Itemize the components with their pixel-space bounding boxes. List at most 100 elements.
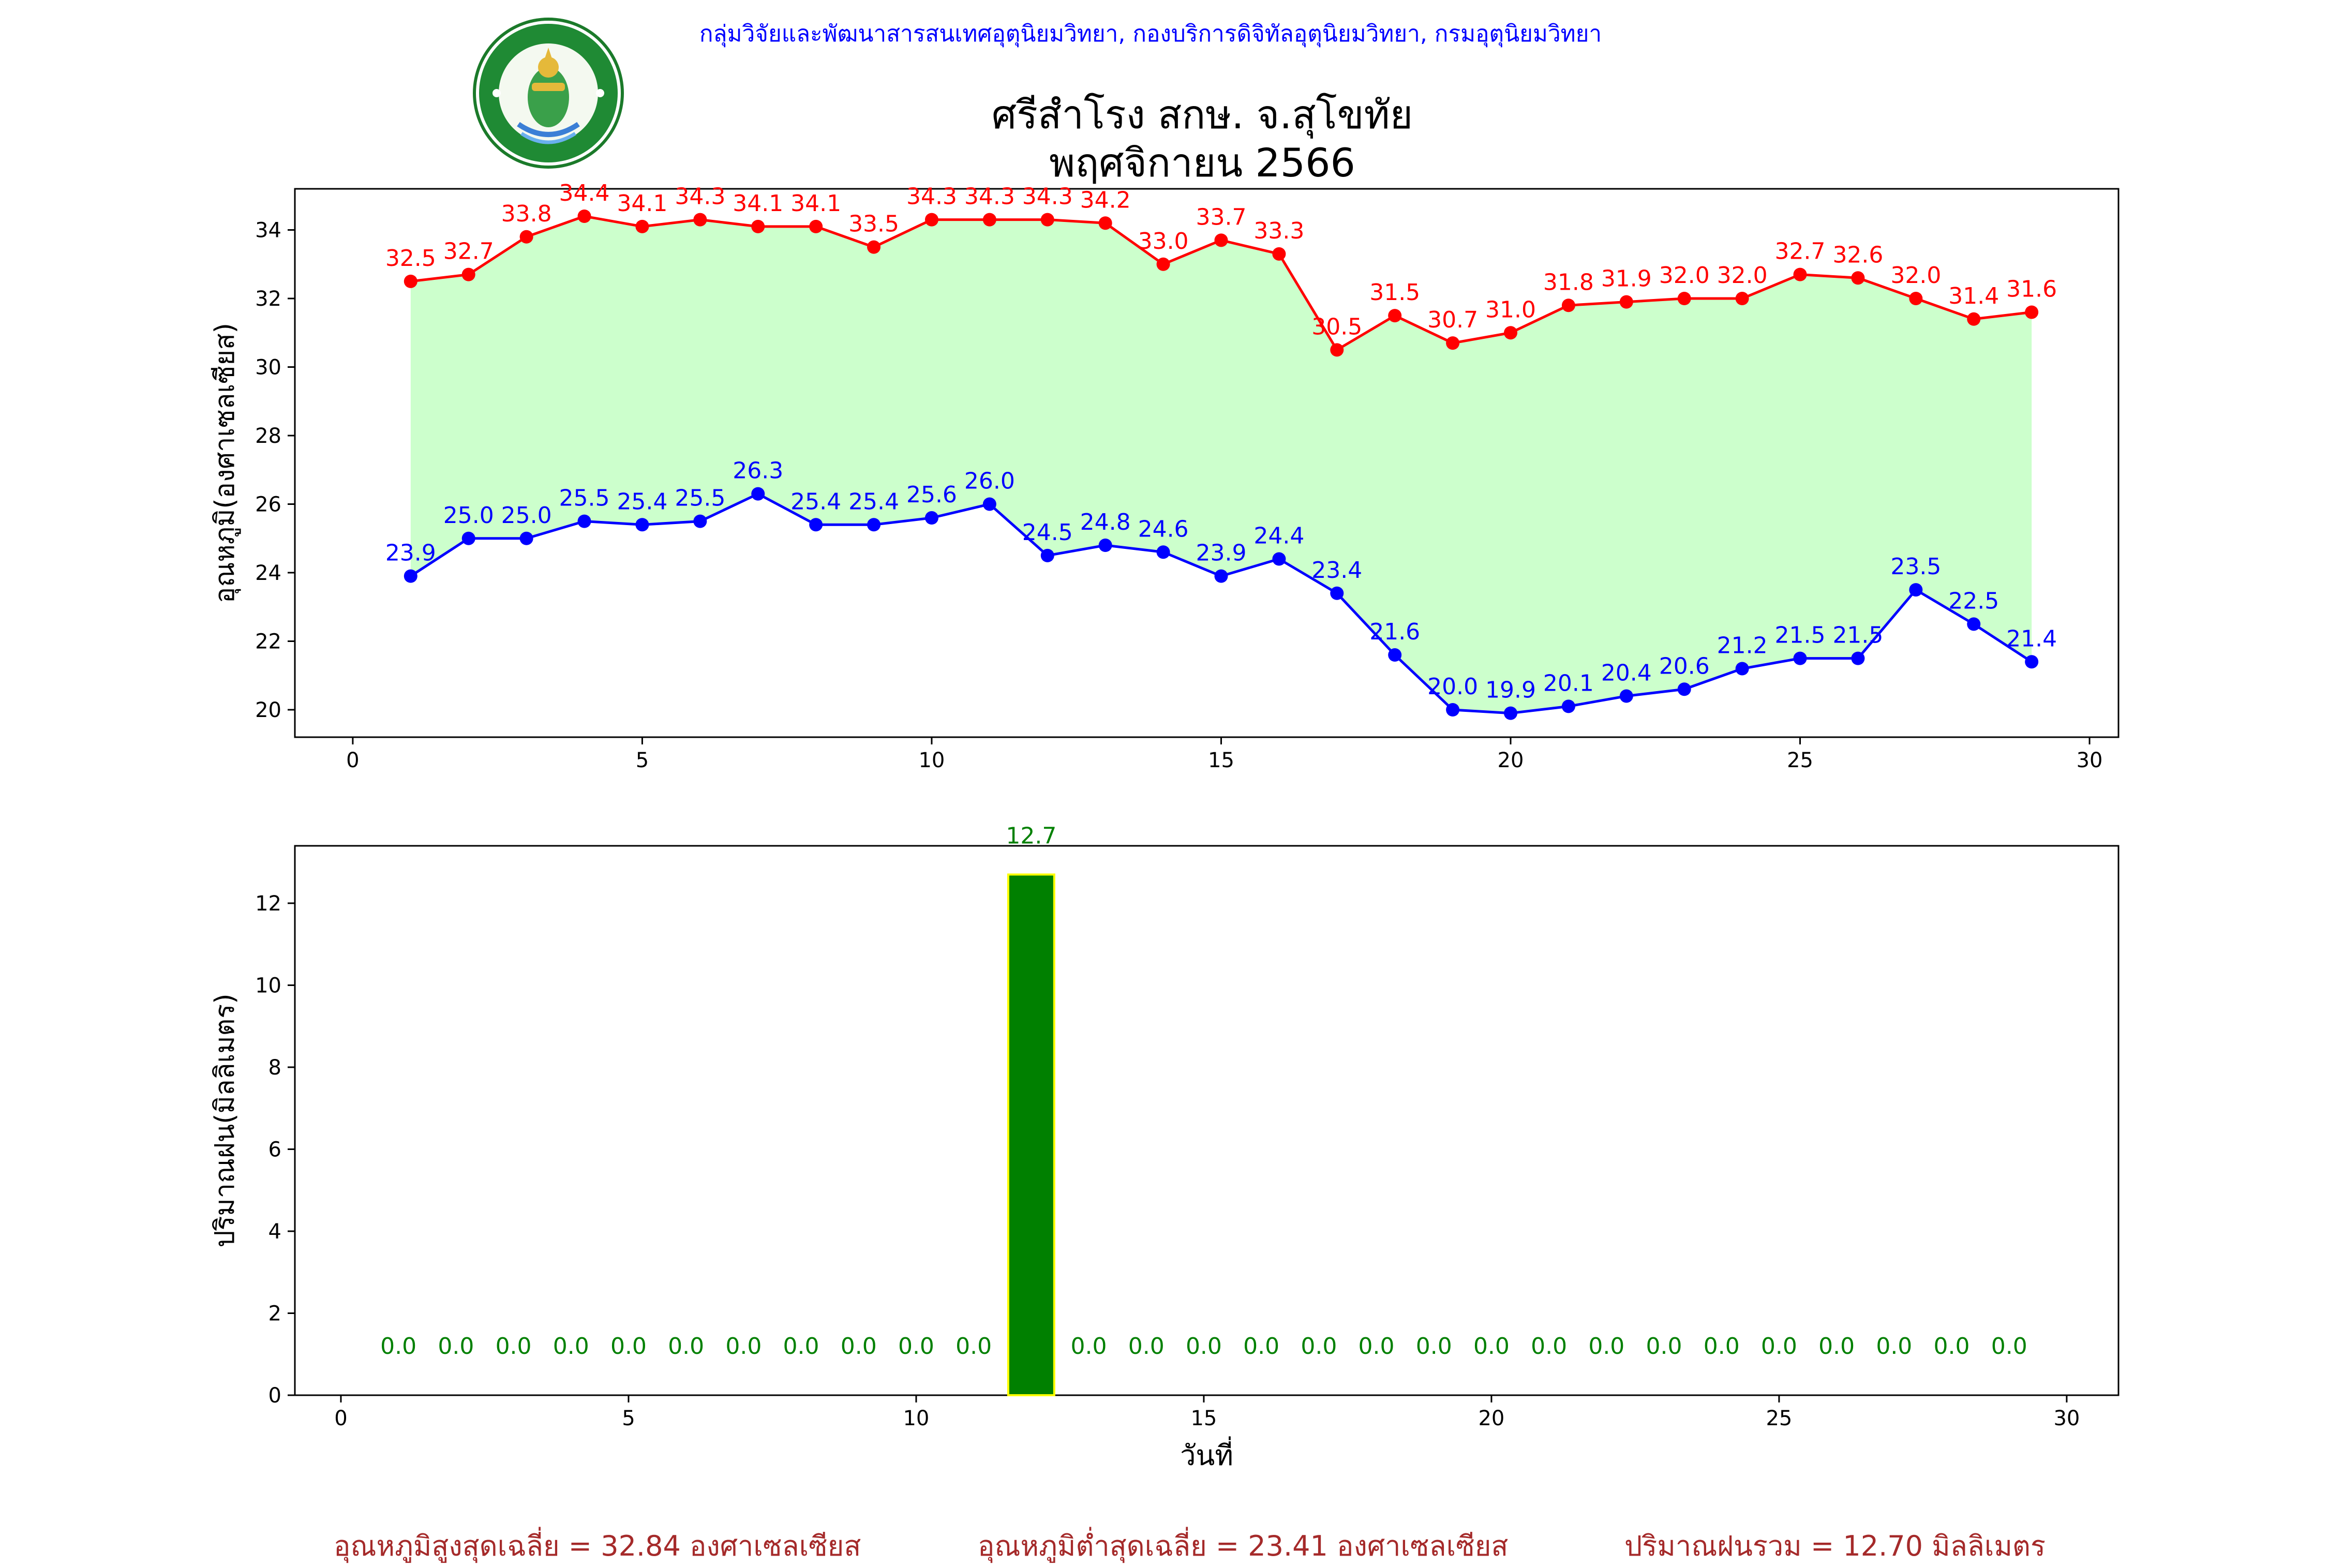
chart-title-station: ศรีสำโรง สกษ. จ.สุโขทัย bbox=[991, 92, 1413, 138]
min-temperature-label: 23.9 bbox=[385, 540, 436, 566]
min-temperature-label: 23.9 bbox=[1196, 540, 1246, 566]
meteorological-department-logo bbox=[473, 18, 624, 169]
rain-value-label: 0.0 bbox=[956, 1333, 992, 1360]
min-temperature-label: 25.5 bbox=[675, 485, 725, 512]
min-temperature-label: 20.6 bbox=[1659, 653, 1710, 679]
max-temperature-label: 33.3 bbox=[1253, 218, 1304, 244]
logo-deity-figure bbox=[517, 48, 580, 144]
y-tick-label: 10 bbox=[255, 974, 281, 997]
min-temperature-label: 25.4 bbox=[790, 488, 841, 515]
y-tick-label: 2 bbox=[268, 1302, 281, 1325]
y-tick-label: 28 bbox=[255, 424, 281, 448]
max-temperature-label: 31.9 bbox=[1601, 266, 1652, 292]
max-temperature-label: 34.1 bbox=[790, 190, 841, 217]
max-temperature-label: 32.0 bbox=[1659, 262, 1710, 289]
min-temperature-label: 21.5 bbox=[1832, 622, 1883, 649]
x-tick-label: 5 bbox=[622, 1407, 635, 1430]
rain-value-label: 0.0 bbox=[553, 1333, 589, 1360]
max-temperature-label: 31.0 bbox=[1485, 296, 1536, 323]
x-tick-label: 10 bbox=[918, 749, 945, 772]
min-temperature-label: 20.1 bbox=[1543, 670, 1594, 696]
min-temperature-label: 25.0 bbox=[501, 502, 552, 529]
y-tick-label: 8 bbox=[268, 1056, 281, 1080]
rain-value-label: 0.0 bbox=[496, 1333, 532, 1360]
x-tick-label: 15 bbox=[1190, 1407, 1217, 1430]
max-temperature-label: 32.6 bbox=[1832, 242, 1883, 268]
max-temperature-point bbox=[1967, 312, 1981, 326]
rain-value-label: 0.0 bbox=[1186, 1333, 1222, 1360]
min-temperature-point bbox=[1793, 651, 1807, 665]
rain-value-label: 0.0 bbox=[1646, 1333, 1682, 1360]
rain-value-label: 0.0 bbox=[1359, 1333, 1395, 1360]
min-temperature-label: 21.5 bbox=[1775, 622, 1826, 649]
rain-value-label: 0.0 bbox=[1243, 1333, 1279, 1360]
x-tick-label: 5 bbox=[636, 749, 649, 772]
y-tick-label: 4 bbox=[268, 1220, 281, 1244]
rain-value-label: 0.0 bbox=[1991, 1333, 2027, 1360]
max-temperature-point bbox=[1388, 309, 1402, 323]
max-temperature-point bbox=[1793, 267, 1807, 281]
rain-value-label: 0.0 bbox=[1473, 1333, 1510, 1360]
max-temperature-point bbox=[404, 274, 417, 288]
max-temperature-label: 32.0 bbox=[1717, 262, 1768, 289]
y-tick-label: 24 bbox=[255, 561, 281, 585]
rain-value-label: 0.0 bbox=[1071, 1333, 1107, 1360]
rain-value-label: 0.0 bbox=[1704, 1333, 1740, 1360]
max-temperature-point bbox=[1156, 257, 1170, 271]
min-temperature-point bbox=[1561, 699, 1575, 713]
max-temperature-point bbox=[982, 213, 996, 227]
x-tick-label: 15 bbox=[1208, 749, 1234, 772]
max-temperature-label: 32.7 bbox=[1775, 238, 1826, 265]
min-temperature-label: 24.8 bbox=[1080, 509, 1131, 535]
min-temperature-point bbox=[1388, 648, 1402, 662]
y-tick-label: 0 bbox=[268, 1384, 281, 1408]
min-temperature-label: 25.4 bbox=[617, 488, 667, 515]
min-temperature-label: 25.6 bbox=[906, 482, 957, 508]
y-tick-label: 6 bbox=[268, 1138, 281, 1161]
rain-value-label: 0.0 bbox=[1876, 1333, 1912, 1360]
x-tick-label: 0 bbox=[334, 1407, 347, 1430]
rain-bar bbox=[1007, 873, 1055, 1397]
max-temperature-point bbox=[1214, 233, 1228, 247]
rain-value-label: 0.0 bbox=[380, 1333, 416, 1360]
rain-value-label: 0.0 bbox=[841, 1333, 877, 1360]
temperature-range-fill bbox=[410, 216, 2032, 713]
max-temperature-point bbox=[751, 219, 765, 233]
summary-total-rain: ปริมาณฝนรวม = 12.70 มิลลิเมตร bbox=[1624, 1530, 2046, 1562]
rain-value-label: 0.0 bbox=[1588, 1333, 1624, 1360]
max-temperature-label: 33.0 bbox=[1138, 228, 1189, 255]
max-temperature-point bbox=[461, 267, 475, 281]
min-temperature-point bbox=[1967, 617, 1981, 631]
y-tick-label: 22 bbox=[255, 630, 281, 654]
min-temperature-point bbox=[1851, 651, 1865, 665]
max-temperature-label: 33.7 bbox=[1196, 204, 1246, 230]
x-tick-label: 20 bbox=[1498, 749, 1524, 772]
max-temperature-point bbox=[635, 219, 649, 233]
min-temperature-label: 21.6 bbox=[1369, 619, 1420, 645]
rain-value-label: 0.0 bbox=[610, 1333, 647, 1360]
rainfall-plot: 0 5 10 15 20 25 30 0 2 4 6 8 10 12 ปริมาณฝน(มิลลิเมตร)… bbox=[210, 823, 2120, 1472]
max-temperature-label: 34.3 bbox=[675, 184, 725, 210]
max-temperature-label: 32.0 bbox=[1890, 262, 1941, 289]
min-temperature-label: 26.3 bbox=[733, 458, 783, 484]
rain-value-label: 0.0 bbox=[1531, 1333, 1567, 1360]
max-temperature-label: 33.5 bbox=[848, 211, 899, 237]
x-tick-label: 10 bbox=[903, 1407, 929, 1430]
min-temperature-point bbox=[1909, 583, 1923, 597]
min-temperature-point bbox=[1214, 569, 1228, 583]
min-temperature-point bbox=[519, 531, 533, 545]
min-temperature-point bbox=[1330, 586, 1344, 600]
rain-value-label: 0.0 bbox=[898, 1333, 934, 1360]
min-temperature-point bbox=[1156, 545, 1170, 559]
max-temperature-point bbox=[1677, 292, 1691, 305]
max-temperature-label: 34.1 bbox=[733, 190, 783, 217]
max-temperature-label: 33.8 bbox=[501, 201, 552, 227]
logo-star-right bbox=[596, 89, 604, 97]
y-tick-label: 12 bbox=[255, 892, 281, 916]
max-temperature-point bbox=[1735, 292, 1749, 305]
min-temperature-point bbox=[635, 518, 649, 532]
min-temperature-label: 21.2 bbox=[1717, 633, 1768, 659]
min-temperature-label: 24.6 bbox=[1138, 516, 1189, 542]
min-temperature-label: 19.9 bbox=[1485, 677, 1536, 704]
